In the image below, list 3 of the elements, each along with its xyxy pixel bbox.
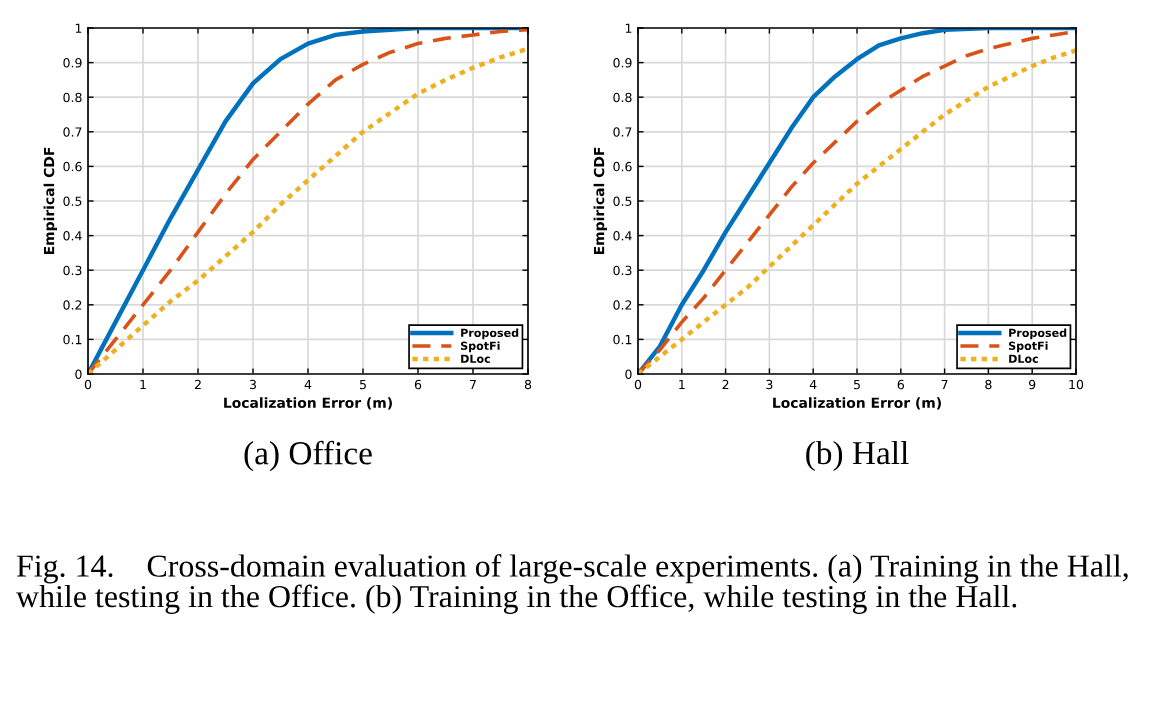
text: (b) Hall	[806, 440, 909, 472]
caption: Fig. 14. Cross-domain evaluation of large-scale experiments. (a) Training in the Hall, while testing in the Office. (b) Training in the Office, while testing in the Hall.	[16, 554, 1128, 614]
text: (a) Office	[244, 440, 372, 472]
